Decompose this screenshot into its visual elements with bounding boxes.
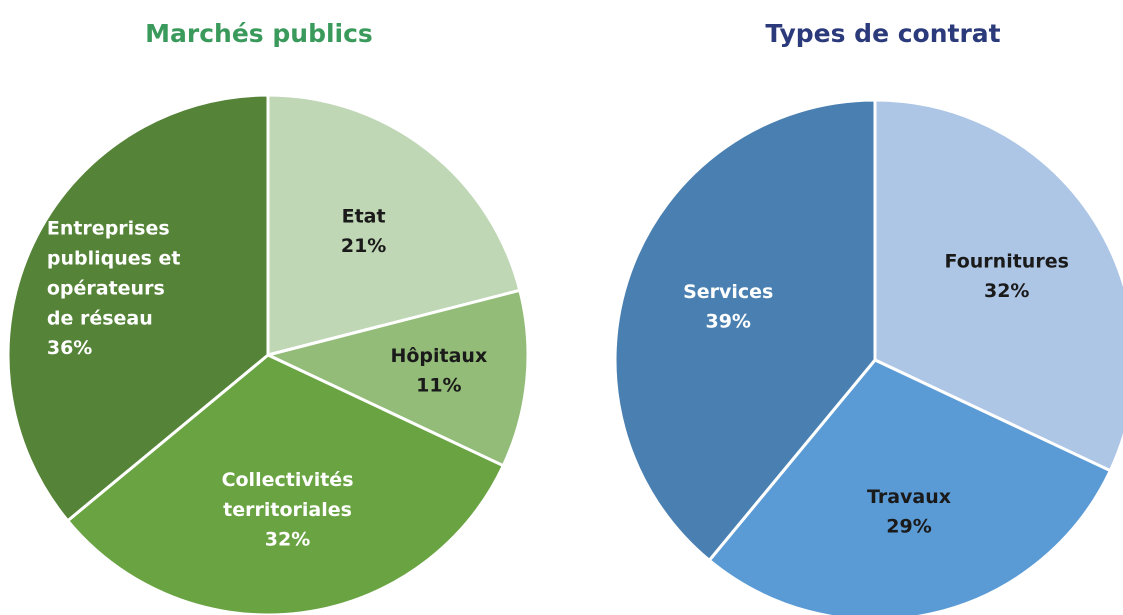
slice-label: Etat [342, 205, 386, 227]
label-line: de réseau [47, 307, 153, 329]
slice-label: Collectivités territoriales [222, 468, 354, 520]
value-label: 29% [886, 516, 931, 538]
value-label: 32% [984, 280, 1029, 302]
slice-label: Services [683, 281, 773, 303]
label-line: Travaux [867, 486, 951, 508]
pie-slice [6, 93, 270, 523]
label-line: territoriales [223, 498, 352, 520]
pie-slice [263, 288, 530, 468]
slice-label: Hôpitaux [390, 345, 487, 367]
value-label: 11% [416, 375, 461, 397]
label-line: Entreprises [47, 217, 170, 239]
value-label: 21% [341, 235, 386, 257]
pie-slice [266, 93, 522, 357]
value-label: 36% [47, 337, 92, 359]
label-line: Etat [342, 205, 386, 227]
label-line: Hôpitaux [390, 345, 487, 367]
pie-slice [707, 358, 1113, 615]
label-line: publiques et [47, 247, 181, 269]
slice-label: Fournitures [945, 250, 1069, 272]
slice-label: Travaux [867, 486, 951, 508]
pie-slice [65, 353, 506, 615]
label-line: Fournitures [945, 250, 1069, 272]
label-line: opérateurs [47, 277, 165, 299]
value-label: 32% [265, 528, 310, 550]
slice-label: Entreprises publiques et opérateurs de rése… [47, 217, 181, 329]
pie-slice [873, 98, 1123, 473]
label-line: Collectivités [222, 468, 354, 490]
value-label: 39% [705, 311, 750, 333]
label-line: Services [683, 281, 773, 303]
chart-title: Types de contrat [765, 19, 1000, 48]
pie-slice [613, 98, 877, 563]
chart-title: Marchés publics [145, 19, 373, 48]
